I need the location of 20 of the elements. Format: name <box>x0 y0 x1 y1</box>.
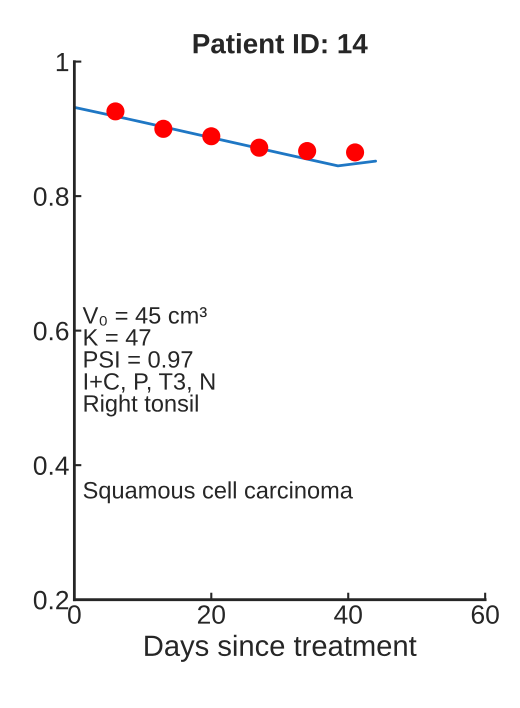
point <box>250 138 268 157</box>
chart-title: Patient ID: 14 <box>194 33 368 54</box>
x-tick-label: 0 <box>68 605 81 624</box>
point <box>298 142 316 160</box>
y-tick-label: 0.4 <box>34 456 69 475</box>
x-axis-title: Days since treatment <box>145 634 417 662</box>
y-tick-label: 0.6 <box>34 322 68 340</box>
y-tick-label: 0.2 <box>34 590 68 610</box>
annotation: V₀ = 45 cm³ K = 47 PSI = 0.97 I+C, P, T3, N Right tonsil <box>82 307 214 416</box>
annotation: Squamous cell carcinoma <box>84 481 353 504</box>
point <box>106 102 124 120</box>
line-series <box>74 106 378 168</box>
x-tick-label: 20 <box>198 605 225 624</box>
point <box>202 127 220 146</box>
y-tick-label: 1 <box>56 53 68 72</box>
point <box>346 143 364 162</box>
point <box>154 120 172 138</box>
x-tick-label: 40 <box>334 605 362 624</box>
x-tick-label: 60 <box>472 605 499 624</box>
y-tick-label: 0.8 <box>34 187 68 206</box>
